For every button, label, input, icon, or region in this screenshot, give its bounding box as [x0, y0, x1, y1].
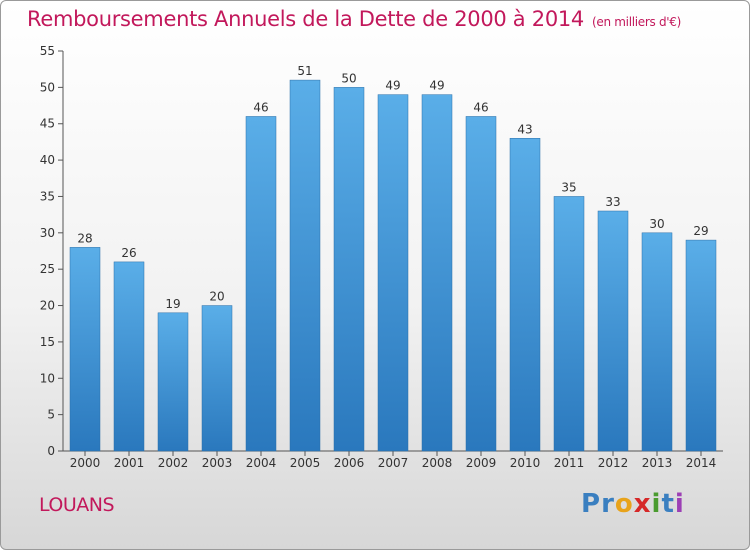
x-tick-label-2011: 2011	[554, 456, 585, 470]
logo-letter: r	[601, 489, 615, 519]
y-tick-label: 25	[40, 262, 55, 276]
bars	[69, 79, 717, 452]
x-tick-label-2007: 2007	[378, 456, 409, 470]
x-tick-label-2004: 2004	[246, 456, 277, 470]
y-tick-label: 40	[40, 153, 55, 167]
x-tick-label-2000: 2000	[70, 456, 101, 470]
data-label-2009: 46	[473, 100, 488, 114]
data-label-2004: 46	[253, 100, 268, 114]
y-tick-label: 50	[40, 80, 55, 94]
bar-2004	[245, 116, 277, 452]
bar-2011	[553, 196, 585, 452]
y-tick-label: 20	[40, 299, 55, 313]
x-tick-label-2008: 2008	[422, 456, 453, 470]
chart-unit: (en milliers d'€)	[592, 15, 682, 29]
x-tick-label-2014: 2014	[686, 456, 717, 470]
logo-letter: P	[581, 489, 602, 519]
x-tick-label-2010: 2010	[510, 456, 541, 470]
data-label-2005: 51	[297, 64, 312, 78]
data-label-2000: 28	[77, 231, 92, 245]
y-tick-label: 0	[47, 444, 55, 458]
logo-letter: i	[674, 489, 685, 519]
data-label-2001: 26	[121, 246, 136, 260]
y-tick-label: 30	[40, 226, 55, 240]
x-tick-label-2003: 2003	[202, 456, 233, 470]
proxiti-logo: Proxiti	[581, 489, 685, 519]
bar-2012	[597, 210, 629, 452]
logo-letter: t	[661, 489, 675, 519]
bar-2008	[421, 94, 453, 452]
data-label-2011: 35	[561, 180, 576, 194]
bar-2009	[465, 116, 497, 452]
data-label-2002: 19	[165, 297, 180, 311]
logo-letter: x	[633, 489, 652, 519]
data-label-2010: 43	[517, 122, 532, 136]
bar-2003	[201, 305, 233, 452]
y-tick-label: 55	[40, 44, 55, 58]
bar-2002	[157, 312, 189, 452]
x-tick-label-2005: 2005	[290, 456, 321, 470]
data-labels: 28 26 19 20 46 51 50 49 49 46 43 35 33 30 29	[77, 64, 708, 311]
x-tick-label-2013: 2013	[642, 456, 673, 470]
bar-2013	[641, 232, 673, 452]
data-label-2013: 30	[649, 217, 664, 231]
data-label-2006: 50	[341, 71, 356, 85]
data-label-2003: 20	[209, 290, 224, 304]
axes: 0 5 10 15 20 25 30 35 40 45 50 55 2000 2001 2002 2003 20…	[40, 44, 723, 470]
bar-2007	[377, 94, 409, 452]
bar-2014	[685, 239, 717, 452]
place-name: LOUANS	[39, 494, 115, 516]
y-tick-label: 45	[40, 117, 55, 131]
chart-title: Remboursements Annuels de la Dette de 20…	[27, 7, 682, 31]
bar-2010	[509, 138, 541, 452]
y-tick-label: 15	[40, 335, 55, 349]
y-tick-label: 10	[40, 371, 55, 385]
logo-letter: o	[614, 489, 634, 519]
x-tick-label-2002: 2002	[158, 456, 189, 470]
bar-2005	[289, 79, 321, 452]
logo-letter: i	[651, 489, 662, 519]
bar-2001	[113, 261, 145, 452]
x-tick-label-2006: 2006	[334, 456, 365, 470]
x-tick-label-2001: 2001	[114, 456, 145, 470]
y-tick-label: 35	[40, 189, 55, 203]
bar-2000	[69, 247, 101, 452]
bar-2006	[333, 87, 365, 452]
data-label-2012: 33	[605, 195, 620, 209]
data-label-2007: 49	[385, 79, 400, 93]
y-tick-label: 5	[47, 408, 55, 422]
data-label-2008: 49	[429, 79, 444, 93]
x-tick-label-2012: 2012	[598, 456, 629, 470]
x-tick-label-2009: 2009	[466, 456, 497, 470]
data-label-2014: 29	[693, 224, 708, 238]
